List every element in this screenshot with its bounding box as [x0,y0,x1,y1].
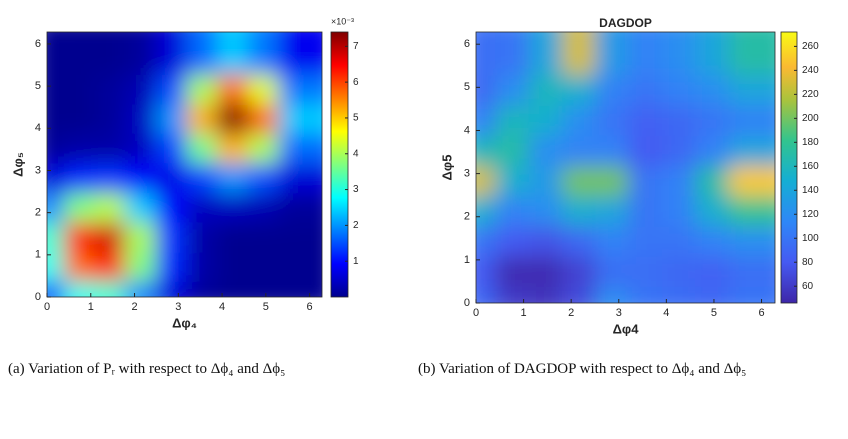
x-tick-label: 1 [88,301,94,313]
colorbar-tick-label: 4 [353,148,359,159]
y-tick-label: 2 [464,211,470,223]
y-tick-label: 1 [464,254,470,266]
x-tick-label: 3 [175,301,181,313]
y-tick-label: 1 [35,249,41,261]
colorbar-tick-label: 220 [802,89,819,100]
colorbar-tick-label: 60 [802,281,814,292]
x-tick-label: 5 [711,307,717,319]
colorbar-tick-label: 260 [802,41,819,52]
heatmap-cells [476,32,775,303]
colorbar-tick-label: 7 [353,41,359,52]
heat-cell [278,32,322,75]
heatmap-cells [47,32,322,297]
colorbar-label: ×10⁻³ [331,16,354,26]
plot-frame [46,31,323,298]
colorbar-tick-label: 120 [802,209,819,220]
x-tick-label: 4 [663,307,669,319]
colorbar-tick-label: 6 [353,77,359,88]
caption: (b) Variation of DAGDOP with respect to … [418,361,747,377]
y-tick-label: 6 [35,38,41,50]
colorbar-tick-label: 160 [802,161,819,172]
y-tick-label: 4 [35,122,41,134]
y-tick-label: 3 [464,168,470,180]
x-axis-label: Δφ₄ [172,315,197,330]
heat-cell [728,32,775,76]
colorbar-tick-label: 200 [802,113,819,124]
y-axis-label: Δφ₅ [10,152,25,177]
y-tick-label: 0 [464,297,470,309]
y-tick-label: 6 [464,38,470,50]
x-tick-label: 2 [568,307,574,319]
colorbar-tick-label: 2 [353,220,359,231]
x-tick-label: 5 [263,301,269,313]
x-axis-label: Δφ4 [613,321,640,336]
y-tick-label: 0 [35,291,41,303]
x-tick-label: 0 [473,307,479,319]
colorbar-tick-label: 1 [353,256,359,267]
y-tick-label: 5 [464,81,470,93]
colorbar-tick-label: 140 [802,185,819,196]
caption: (a) Variation of Pᵣ with respect to Δϕ₄ … [8,361,286,377]
colorbar [780,31,798,304]
colorbar-tick-label: 3 [353,184,359,195]
colorbar-tick-label: 100 [802,233,819,244]
plot-frame [475,31,776,304]
x-tick-label: 4 [219,301,225,313]
x-tick-label: 1 [521,307,527,319]
x-tick-label: 6 [307,301,313,313]
y-tick-label: 5 [35,80,41,92]
y-axis-label: Δφ5 [439,155,454,181]
chart-title: DAGDOP [599,16,652,30]
colorbar-tick-label: 80 [802,257,814,268]
x-tick-label: 6 [758,307,764,319]
heatmap [476,32,775,303]
colorbar-tick-label: 240 [802,65,819,76]
x-tick-label: 2 [131,301,137,313]
y-tick-label: 3 [35,164,41,176]
x-tick-label: 0 [44,301,50,313]
y-tick-label: 4 [464,124,470,136]
colorbar [330,31,349,298]
y-tick-label: 2 [35,207,41,219]
colorbar-tick-label: 180 [802,137,819,148]
heatmap [47,32,322,297]
x-tick-label: 3 [616,307,622,319]
colorbar-tick-label: 5 [353,113,359,124]
